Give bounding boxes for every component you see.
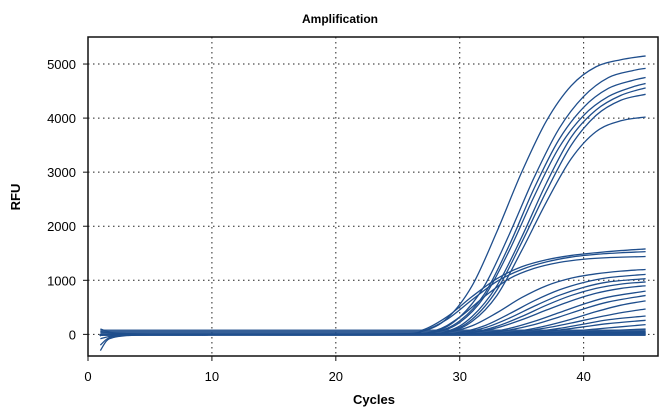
amplification-curves <box>99 55 646 351</box>
amplification-curve-3 <box>99 76 646 337</box>
y-axis-ticks: 0 1000 2000 3000 4000 5000 <box>47 57 88 342</box>
y-tick-label: 2000 <box>47 219 76 234</box>
amplification-curve-11 <box>99 268 646 337</box>
y-axis-label: RFU <box>8 184 23 211</box>
x-axis-ticks: 0 10 20 30 40 <box>84 356 591 384</box>
x-tick-label: 40 <box>576 369 590 384</box>
amplification-curve-6 <box>99 93 646 337</box>
y-tick-label: 1000 <box>47 273 76 288</box>
amplification-curve-10 <box>99 255 646 337</box>
y-tick-label: 0 <box>69 327 76 342</box>
chart-title: Amplification <box>302 12 378 26</box>
y-tick-label: 3000 <box>47 165 76 180</box>
x-tick-label: 30 <box>453 369 467 384</box>
amplification-curve-2 <box>99 67 646 337</box>
y-tick-label: 5000 <box>47 57 76 72</box>
x-tick-label: 20 <box>329 369 343 384</box>
x-tick-label: 0 <box>84 369 91 384</box>
x-tick-label: 10 <box>205 369 219 384</box>
y-tick-label: 4000 <box>47 111 76 126</box>
amplification-curve-12 <box>99 273 646 337</box>
amplification-curve-13 <box>99 278 646 337</box>
x-axis-label: Cycles <box>353 392 395 407</box>
plot-frame <box>87 36 659 357</box>
amplification-curve-28 <box>100 333 646 340</box>
